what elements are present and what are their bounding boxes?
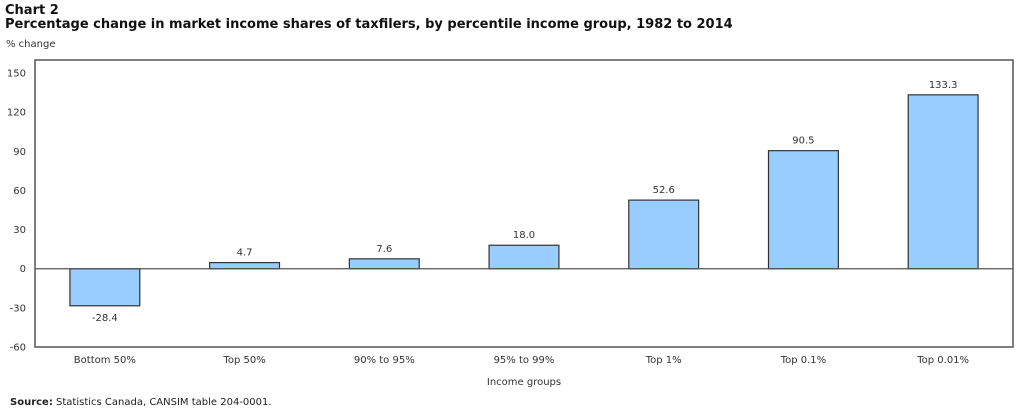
bar: [348, 258, 420, 270]
source-text: Statistics Canada, CANSIM table 204-0001…: [52, 397, 272, 408]
data-label: 4.7: [237, 248, 253, 259]
y-tick-label: -60: [10, 343, 26, 354]
value-labels: -28.4 4.7 7.6 18.0 52.6 90.5 133.3: [92, 80, 958, 324]
source-note: Source: Statistics Canada, CANSIM table …: [10, 397, 272, 408]
data-label: -28.4: [92, 313, 118, 324]
plot-frame: [34, 59, 1014, 348]
x-axis-labels: Bottom 50% Top 50% 90% to 95% 95% to 99% Top…: [74, 355, 969, 366]
data-label: 52.6: [653, 185, 675, 196]
x-axis-title: Income groups: [487, 377, 561, 388]
y-tick-label: 150: [7, 69, 26, 80]
bar: [69, 268, 141, 307]
x-tick-label: 95% to 99%: [494, 355, 555, 366]
x-tick-label: Top 1%: [645, 355, 682, 366]
data-label: 133.3: [929, 80, 958, 91]
x-tick-label: Top 0.1%: [780, 355, 826, 366]
y-tick-label: 90: [13, 147, 26, 158]
data-label: 18.0: [513, 230, 535, 241]
y-tick-label: 120: [7, 108, 26, 119]
bar: [488, 244, 560, 270]
bar: [628, 199, 700, 270]
y-axis-unit-label: % change: [6, 39, 56, 50]
x-tick-label: Top 50%: [222, 355, 265, 366]
data-label: 7.6: [376, 244, 392, 255]
x-tick-label: Bottom 50%: [74, 355, 136, 366]
y-axis-ticks: -60 -30 0 30 60 90 120 150: [7, 69, 26, 354]
y-tick-label: 0: [20, 264, 26, 275]
bars: [69, 94, 979, 307]
y-tick-label: -30: [10, 303, 26, 314]
chart-title: Percentage change in market income share…: [5, 17, 733, 32]
bar: [767, 150, 839, 270]
y-tick-label: 60: [13, 186, 26, 197]
chart-number: Chart 2: [5, 3, 59, 18]
x-tick-label: Top 0.01%: [916, 355, 969, 366]
bar: [907, 94, 979, 270]
y-tick-label: 30: [13, 225, 26, 236]
bar: [209, 261, 281, 270]
data-label: 90.5: [792, 136, 814, 147]
source-label: Source:: [10, 397, 53, 408]
x-tick-label: 90% to 95%: [354, 355, 415, 366]
